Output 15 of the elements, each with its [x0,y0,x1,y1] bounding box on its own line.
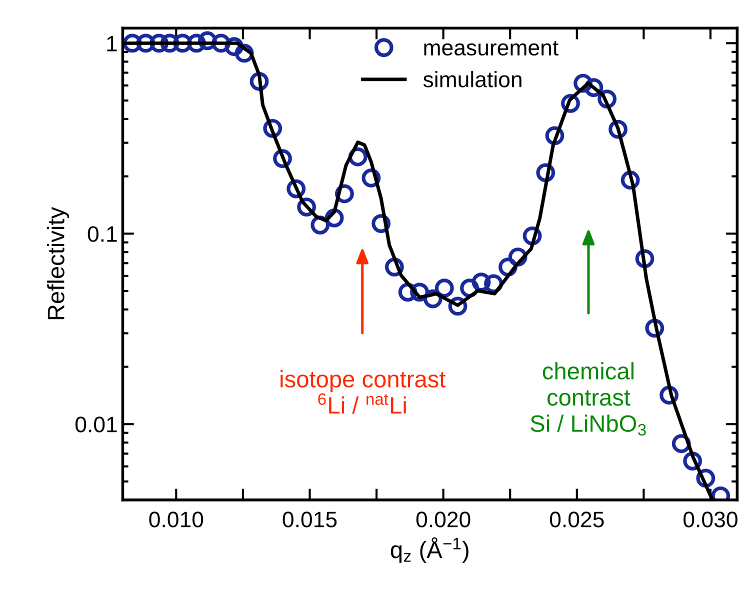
y-tick-label: 0.1 [88,226,117,242]
x-tick-label: 0.025 [550,512,604,528]
y-tick-label: 1 [107,36,117,52]
y-axis-title: Reflectivity [47,206,70,320]
x-tick-label: 0.010 [149,512,204,528]
x-tick-label: 0.015 [282,512,337,528]
annotation: chemical contrast Si / LiNbO$_{3}$ [530,362,646,436]
x-tick-label: 0.020 [416,512,470,528]
x-axis-title: q$_{z}$ (Å$^{−1}$) [390,537,468,563]
x-tick-label: 0.030 [684,512,738,528]
annotation: isotope contrast $^{6}$Li / $^{nat}$Li [280,370,446,414]
legend-label: simulation [423,71,522,88]
legend-label: measurement [424,40,558,56]
point [472,272,491,292]
y-tick-label: 0.01 [76,416,117,432]
